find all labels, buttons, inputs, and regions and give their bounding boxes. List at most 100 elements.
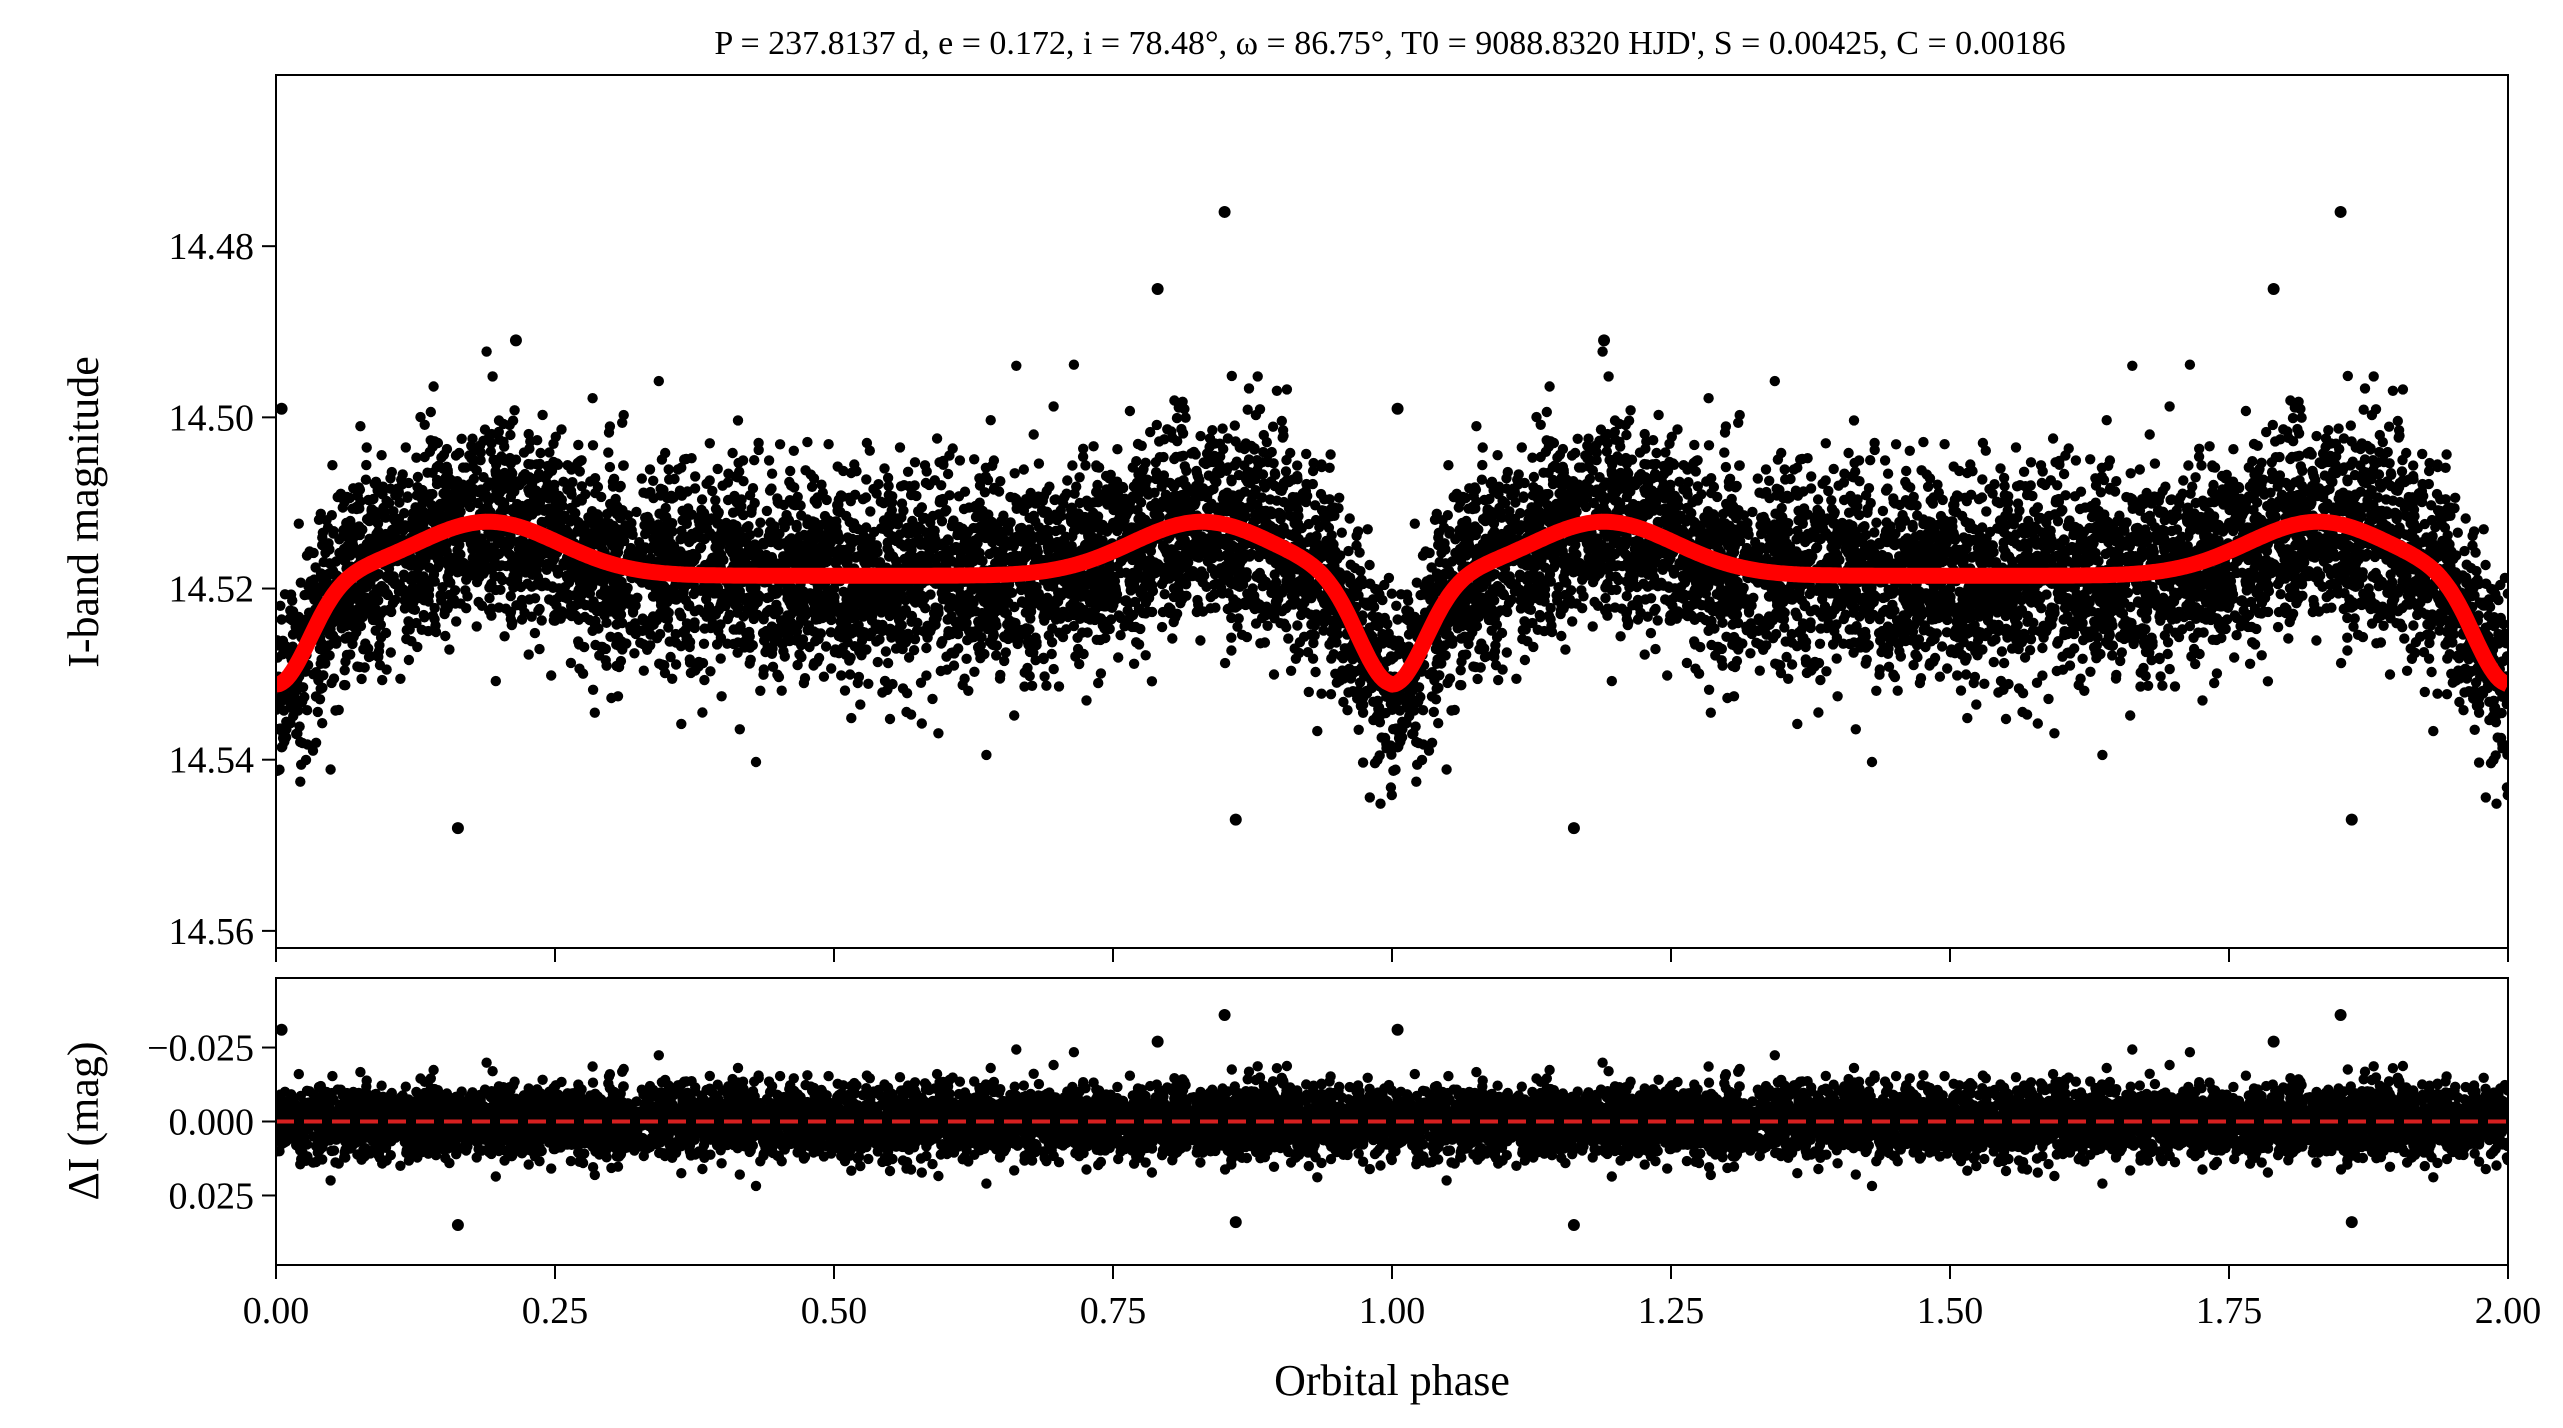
data-point — [1053, 681, 1065, 692]
data-point — [766, 483, 777, 494]
data-point — [1882, 483, 1893, 494]
data-point — [1625, 405, 1636, 416]
data-point — [2125, 710, 2136, 721]
data-point — [1464, 631, 1475, 642]
data-point — [428, 381, 439, 392]
data-point — [676, 718, 687, 730]
data-point — [916, 718, 927, 729]
data-point — [1904, 445, 1916, 456]
data-point — [1541, 435, 1552, 446]
data-point — [640, 528, 651, 540]
data-point — [2032, 718, 2044, 729]
data-point — [2468, 526, 2480, 537]
data-point — [1998, 472, 2010, 484]
data-point — [1848, 415, 1860, 426]
data-point — [2373, 469, 2385, 480]
data-point — [861, 437, 873, 449]
data-point — [792, 659, 803, 671]
data-point — [1511, 673, 1522, 684]
data-point — [1039, 671, 1050, 682]
data-point — [733, 457, 744, 469]
data-point — [412, 481, 423, 493]
data-point — [327, 460, 338, 471]
data-point — [2267, 419, 2278, 431]
data-point — [2480, 559, 2491, 571]
data-point — [1443, 460, 1454, 471]
top-data-points — [276, 205, 2508, 835]
data-point — [816, 479, 827, 490]
data-point — [1325, 449, 1336, 460]
data-point — [2311, 635, 2322, 646]
data-point — [773, 671, 785, 683]
data-point — [2240, 405, 2252, 417]
data-point — [1918, 436, 1929, 448]
data-point — [1594, 472, 1605, 483]
data-point — [1493, 674, 1504, 686]
data-point — [587, 440, 599, 451]
data-point — [1145, 426, 1156, 438]
data-point — [832, 461, 843, 472]
data-point — [1705, 707, 1717, 718]
data-point — [1080, 460, 1091, 471]
data-point — [2169, 681, 2181, 692]
data-point — [325, 764, 336, 775]
data-point — [861, 474, 872, 485]
data-point — [2392, 415, 2403, 427]
data-point — [1068, 359, 1080, 370]
data-point — [873, 479, 884, 490]
data-point — [1944, 583, 1956, 594]
data-point — [653, 375, 664, 387]
data-point — [1364, 559, 1375, 571]
data-point — [690, 471, 701, 482]
data-point — [1471, 620, 1483, 632]
data-point — [2333, 423, 2344, 434]
data-point — [2127, 360, 2138, 371]
data-point — [1760, 464, 1772, 475]
data-point — [2204, 441, 2215, 452]
data-point — [1441, 764, 1452, 775]
data-point — [1345, 559, 1356, 570]
data-point — [642, 511, 653, 523]
data-point — [1028, 429, 1039, 440]
data-point — [1000, 647, 1011, 658]
data-point — [412, 471, 424, 483]
data-point — [2155, 671, 2166, 682]
data-point — [921, 670, 932, 681]
data-point — [1428, 706, 1440, 718]
data-point — [1528, 481, 1539, 493]
data-point — [546, 670, 557, 681]
data-point — [2025, 457, 2037, 468]
data-point — [2063, 443, 2074, 454]
data-point — [916, 502, 927, 513]
data-point — [1783, 673, 1794, 684]
data-point — [1703, 440, 1715, 451]
data-point — [947, 443, 958, 454]
data-point — [2287, 412, 2299, 424]
data-point — [1217, 423, 1228, 434]
data-point — [1916, 465, 1927, 476]
data-point — [2157, 680, 2168, 691]
data-point — [348, 631, 359, 642]
data-point — [1976, 492, 1988, 503]
data-point — [880, 646, 892, 657]
data-point — [1226, 612, 1237, 624]
data-point — [355, 421, 366, 432]
data-point — [2342, 632, 2353, 643]
data-point — [863, 678, 874, 689]
data-point — [509, 405, 520, 416]
data-point — [794, 649, 805, 660]
data-point — [462, 591, 473, 602]
data-point — [2037, 670, 2048, 681]
data-point — [1471, 421, 1482, 432]
data-point — [644, 464, 656, 475]
data-point — [1589, 596, 1600, 608]
data-point — [686, 453, 697, 464]
data-point — [576, 455, 587, 466]
data-point — [1802, 453, 1813, 464]
data-point — [490, 675, 501, 687]
data-point — [617, 417, 628, 428]
data-point — [1814, 638, 1826, 649]
data-point — [456, 433, 467, 444]
data-point — [921, 642, 932, 654]
data-point — [1733, 417, 1744, 428]
